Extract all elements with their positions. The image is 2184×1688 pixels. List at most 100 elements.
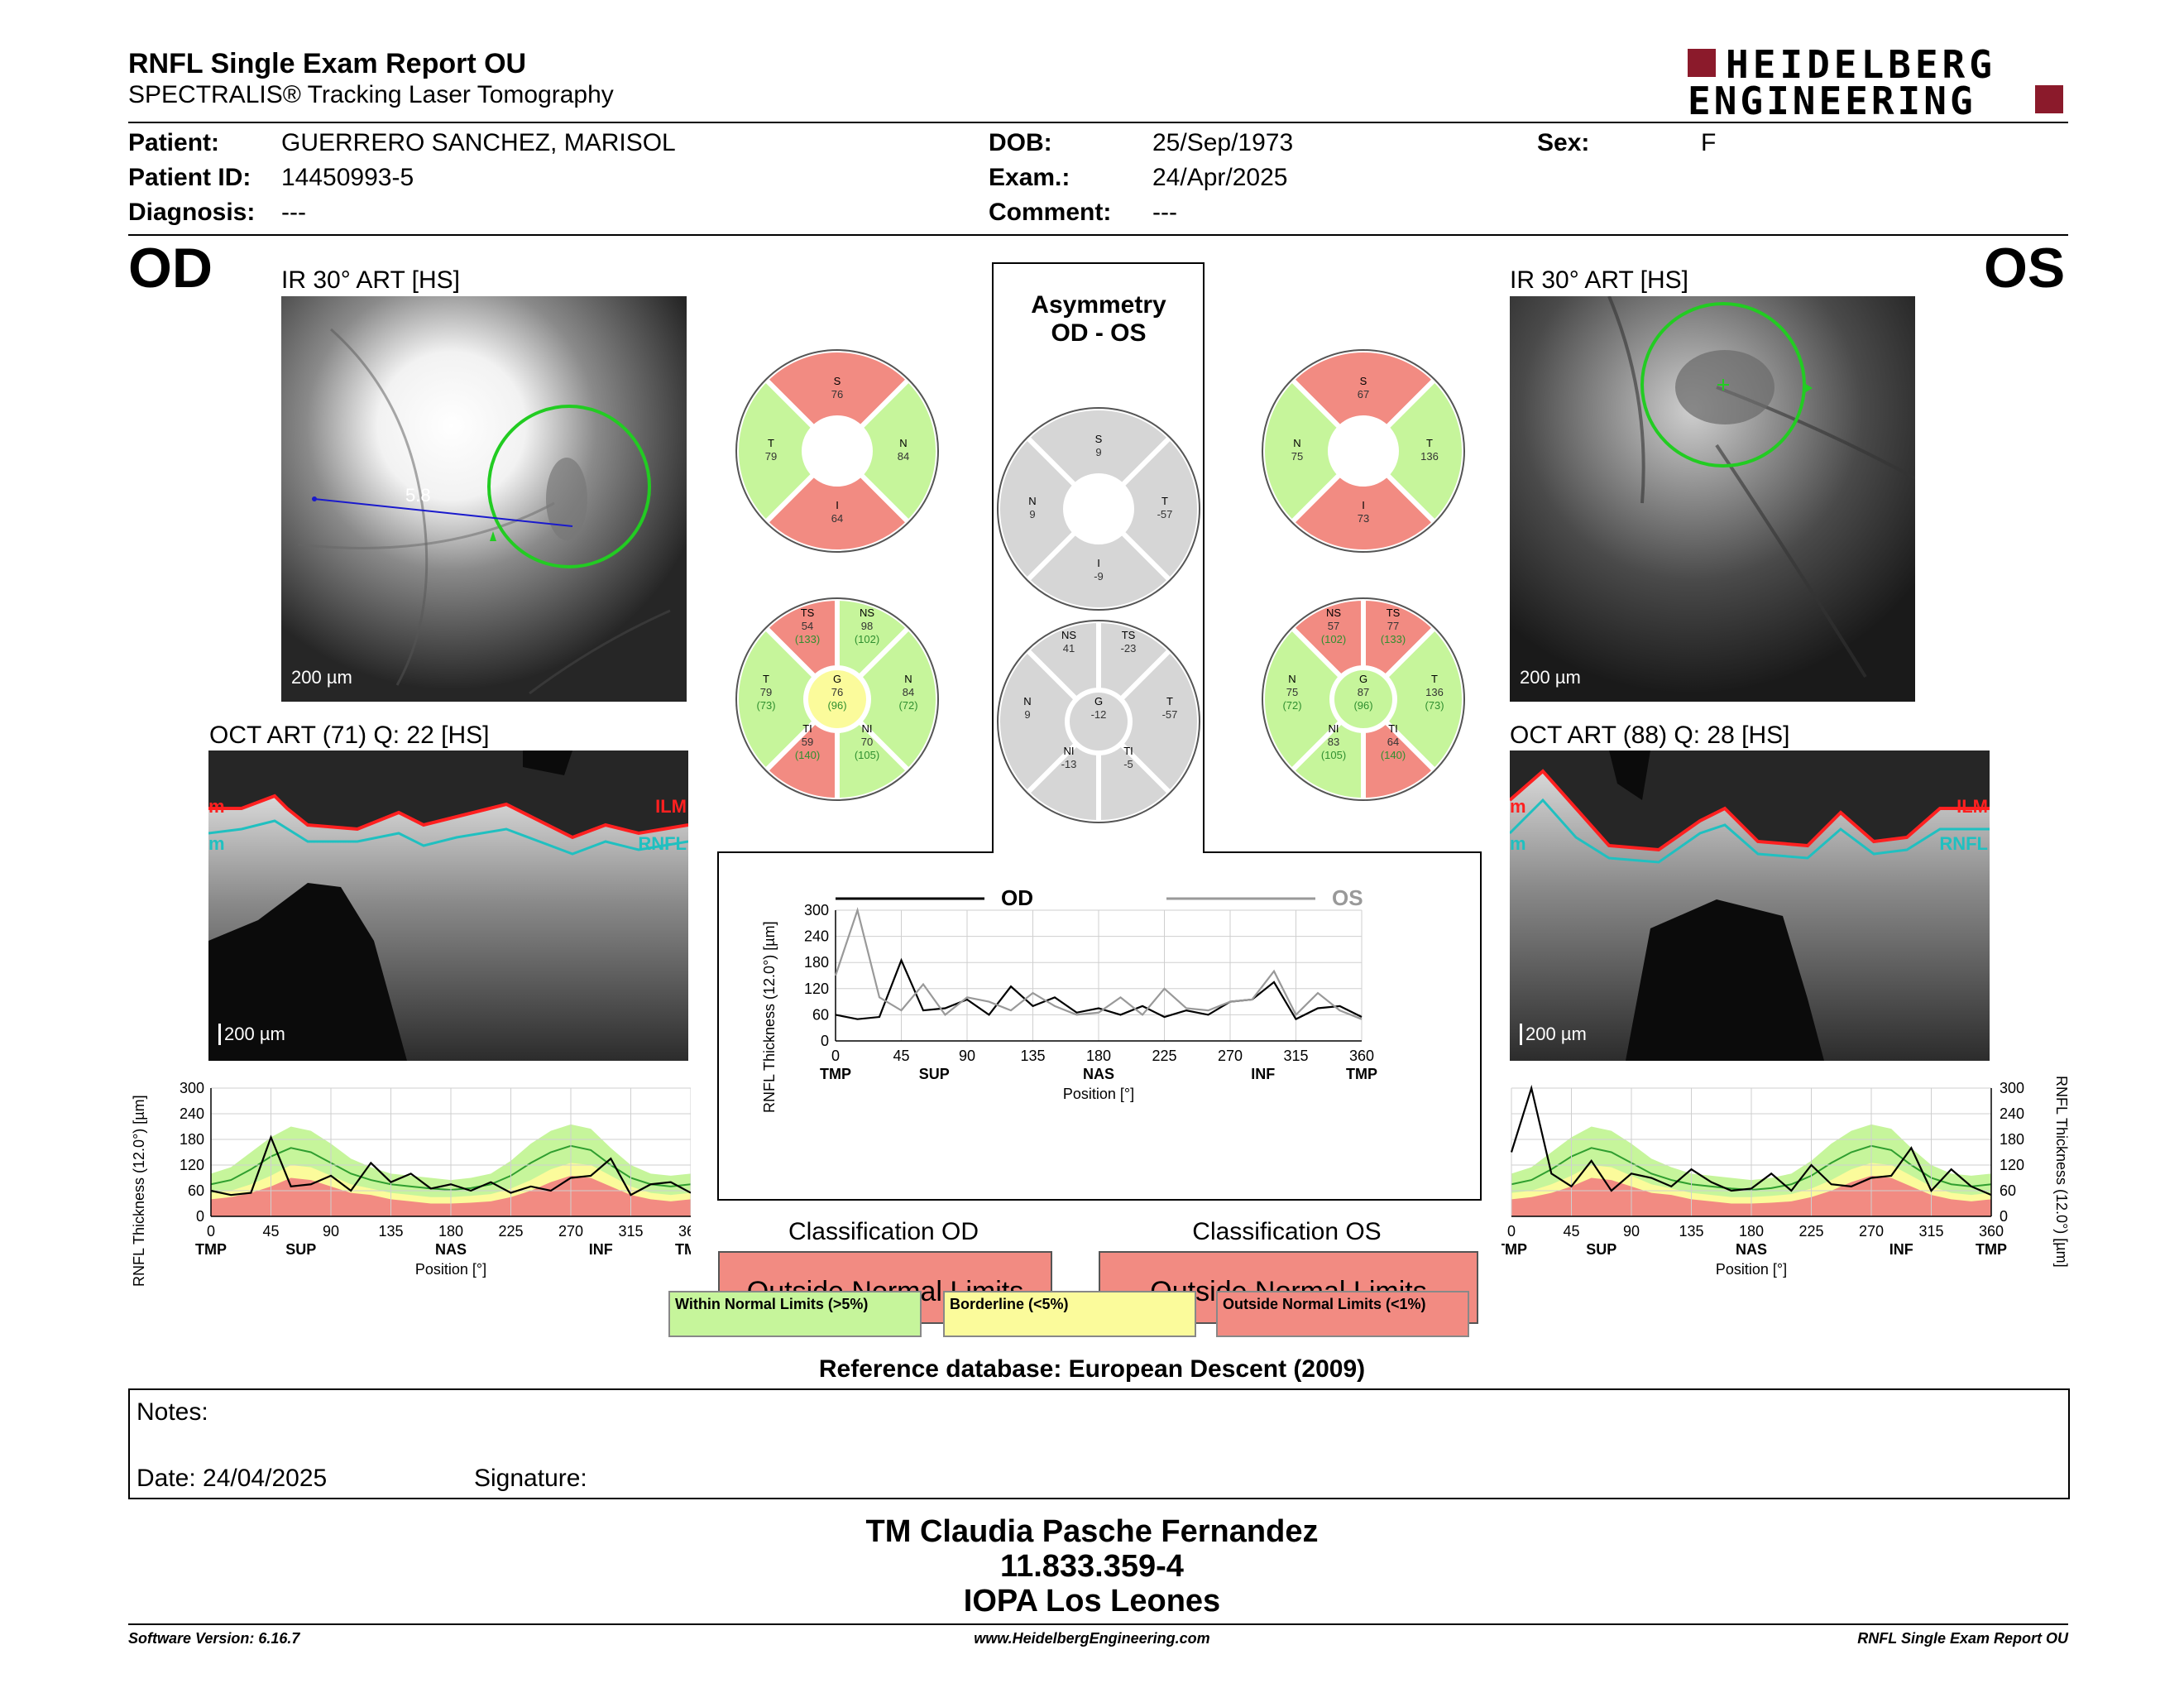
ir-image-os: 200 µm	[1510, 296, 1915, 702]
oct-image-os-svg	[1510, 750, 1990, 1061]
sex-label: Sex:	[1537, 129, 1590, 156]
y-tick-label: 240	[2000, 1105, 2024, 1122]
asymmetry-subtitle: OD - OS	[1051, 319, 1147, 347]
oct-image-od: m m ILM RNFL 200 µm	[208, 750, 688, 1061]
od-6sector-outline	[735, 597, 939, 801]
oct-label-ilm-od: ILM	[655, 796, 687, 817]
x-tick-label: 0	[207, 1223, 215, 1240]
x-tick-label: 90	[959, 1048, 975, 1064]
oct-label-m-red-od: m	[208, 796, 225, 817]
od-4sector-value-N: 84	[898, 450, 909, 463]
reference-database: Reference database: European Descent (20…	[818, 1355, 1366, 1383]
asym-4sector-label-N: N	[1028, 495, 1036, 507]
os-6sector-label-NI: NI	[1329, 722, 1339, 735]
x-tick-label: 90	[323, 1223, 339, 1240]
y-tick-label: 60	[2000, 1182, 2016, 1199]
od-6sector-center	[808, 670, 866, 728]
legend-os-label: OS	[1332, 885, 1363, 910]
x-tick-label: 0	[831, 1048, 840, 1064]
report-subtitle: SPECTRALIS® Tracking Laser Tomography	[128, 81, 614, 108]
os-6sector-ref-TI: (140)	[1381, 749, 1406, 761]
website-link[interactable]: www.HeidelbergEngineering.com	[974, 1630, 1210, 1647]
asym-4sector-value-I: -9	[1094, 570, 1104, 583]
od-6sector-ref-TI: (140)	[795, 749, 820, 761]
x-tick-label: 360	[1349, 1048, 1374, 1064]
os-4sector-value-T: 136	[1420, 450, 1439, 463]
y-tick-label: 240	[804, 928, 829, 945]
ir-image-od: 5.8 200 µm	[281, 296, 687, 702]
logo-square-bottom	[2035, 85, 2063, 113]
comment-label: Comment:	[989, 199, 1112, 226]
od-4sector-value-I: 64	[831, 512, 843, 525]
x-axis-label: Position [°]	[1716, 1261, 1787, 1278]
series-line-od	[210, 1134, 692, 1196]
x-tick-label: 315	[618, 1223, 643, 1240]
y-tick-label: 0	[2000, 1208, 2008, 1225]
od-6sector-value-N: 84	[903, 686, 914, 698]
os-4sector-label-S: S	[1360, 375, 1367, 387]
series-line-os	[1510, 1084, 1992, 1196]
software-version: Software Version: 6.16.7	[128, 1630, 300, 1647]
y-tick-label: 0	[821, 1033, 829, 1049]
ir-title-od: IR 30° ART [HS]	[281, 266, 460, 294]
x-tick-label: 180	[1739, 1223, 1764, 1240]
od-6sector-label-NS: NS	[860, 607, 874, 619]
oct-label-rnfl-os: RNFL	[1939, 833, 1988, 854]
x-tick-label: 225	[1152, 1048, 1176, 1064]
y-tick-label: 180	[180, 1131, 204, 1148]
region-label: NAS	[1083, 1066, 1114, 1082]
od-6sector-ref-G: (96)	[827, 699, 846, 712]
od-4sector-value-S: 76	[831, 388, 843, 400]
os-4sector-value-S: 67	[1358, 388, 1369, 400]
asym-6sector-label-NS: NS	[1061, 629, 1076, 641]
oct-title-os: OCT ART (88) Q: 28 [HS]	[1510, 722, 1790, 749]
y-tick-label: 180	[804, 954, 829, 971]
ylabel-wrap-os: RNFL Thickness (12.0°) [µm]	[2050, 1076, 2083, 1268]
x-tick-label: 180	[438, 1223, 463, 1240]
asym-6sector-label-N: N	[1023, 695, 1031, 707]
od-6sector-ref-N: (72)	[898, 699, 917, 712]
region-label: SUP	[919, 1066, 950, 1082]
rnfl-profile-chart-od: 06012018024030004590135180225270315360TM…	[128, 1072, 706, 1320]
od-6sector-ref-TS: (133)	[795, 633, 820, 645]
asym-6sector-value-G: -12	[1091, 708, 1107, 721]
logo-square-top	[1688, 49, 1716, 77]
asym-6sector-outline	[997, 620, 1200, 823]
x-axis-label: Position [°]	[415, 1261, 486, 1278]
od-6sector-label-G: G	[833, 673, 841, 685]
od-6sector-value-NS: 98	[861, 620, 873, 632]
os-4sector-label-N: N	[1293, 437, 1300, 449]
od-4sector-value-T: 79	[765, 450, 777, 463]
distance-readout-od: 5.8	[405, 485, 431, 506]
ir-image-os-svg	[1510, 296, 1915, 702]
os-4sector-label-I: I	[1362, 499, 1365, 511]
rnfl-profile-chart-ou-svg: 0 60 120 180 240 300 0 45 90 135 180 225 270 315 360 TM…	[804, 885, 1377, 1102]
os-4sector-label-T: T	[1426, 437, 1433, 449]
os-6sector-label-TI: TI	[1388, 722, 1398, 735]
region-label: TMP	[1976, 1241, 2007, 1258]
asym-4sector-value-N: 9	[1029, 508, 1035, 520]
patient-label: Patient:	[128, 129, 220, 156]
x-tick-label: 225	[1798, 1223, 1823, 1240]
od-4sector-label-I: I	[836, 499, 839, 511]
os-6sector-label-T: T	[1431, 673, 1438, 685]
asym-6sector-label-TS: TS	[1122, 629, 1136, 641]
signoff-name: TM Claudia Pasche Fernandez	[865, 1514, 1319, 1549]
oct-title-od: OCT ART (71) Q: 22 [HS]	[209, 722, 490, 749]
od-4sector-label-N: N	[899, 437, 907, 449]
od-6sector-label-NI: NI	[862, 722, 873, 735]
y-tick-label: 0	[196, 1208, 204, 1225]
region-label: NAS	[435, 1241, 467, 1258]
asym-4sector-outline	[997, 407, 1200, 611]
os-6sector-value-TS: 77	[1387, 620, 1399, 632]
oct-label-rnfl-od: RNFL	[638, 833, 687, 854]
eye-label-os: OS	[1984, 237, 2066, 300]
exam-label: Exam.:	[989, 164, 1070, 191]
od-6sector-ref-NI: (105)	[855, 749, 879, 761]
os-6sector-ref-N: (72)	[1282, 699, 1301, 712]
od-6sector-value-TS: 54	[802, 620, 813, 632]
od-6sector-value-TI: 59	[802, 736, 813, 748]
notes-signature: Signature:	[474, 1465, 587, 1492]
dob-value: 25/Sep/1973	[1152, 129, 1294, 156]
region-label: SUP	[1586, 1241, 1616, 1258]
